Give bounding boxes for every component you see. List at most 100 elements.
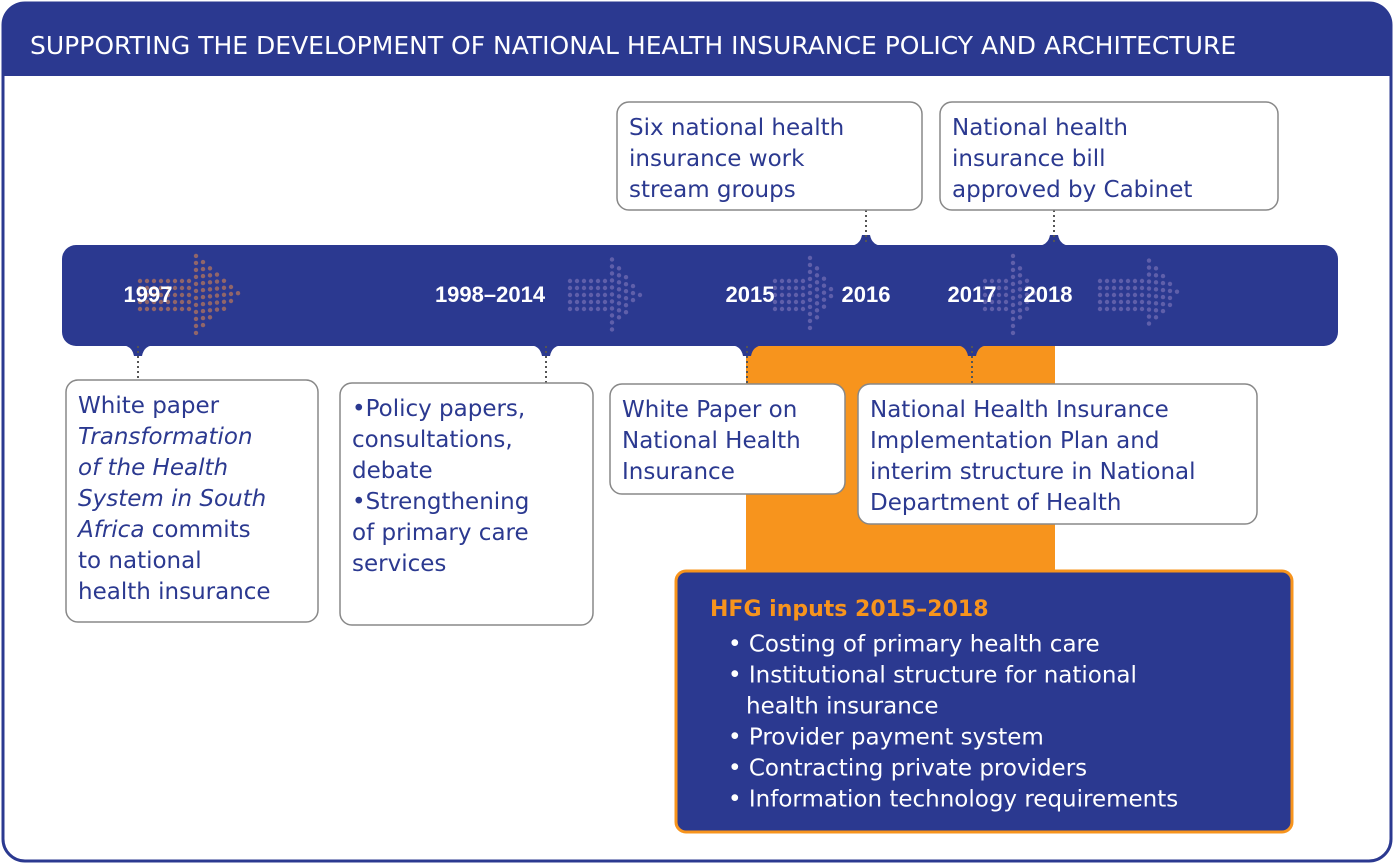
dot xyxy=(989,278,995,284)
dot xyxy=(567,285,573,291)
text-segment: White paper xyxy=(78,393,220,419)
dot xyxy=(1160,301,1166,307)
dot xyxy=(1010,295,1016,301)
dot xyxy=(807,276,813,282)
dot xyxy=(137,306,143,312)
text-box xyxy=(65,379,319,623)
dot xyxy=(630,283,636,289)
box-line: White Paper on xyxy=(622,397,797,423)
dot xyxy=(595,285,601,291)
dot xyxy=(996,299,1002,305)
dot xyxy=(1132,299,1138,305)
dot xyxy=(1010,253,1016,259)
text-segment: National Health Insurance xyxy=(870,397,1169,423)
text-segment: System in South xyxy=(78,486,266,512)
dot xyxy=(588,285,594,291)
dot xyxy=(602,292,608,298)
dot xyxy=(1139,278,1145,284)
dot xyxy=(982,306,988,312)
inputs-title: HFG inputs 2015–2018 xyxy=(710,597,989,622)
inputs-item: • Institutional structure for national xyxy=(728,663,1137,689)
year-label: 2018 xyxy=(1024,282,1073,307)
dot xyxy=(1104,306,1110,312)
text-segment: National health xyxy=(952,115,1128,141)
dot xyxy=(221,285,227,290)
dot xyxy=(1118,299,1124,305)
dot xyxy=(1146,272,1152,277)
dot xyxy=(151,278,157,284)
dot xyxy=(609,278,615,283)
dot xyxy=(144,292,150,298)
dot xyxy=(807,318,813,324)
dot xyxy=(228,284,234,290)
dot xyxy=(1160,280,1166,286)
dot xyxy=(609,257,615,262)
dot xyxy=(1111,292,1117,298)
dot xyxy=(623,310,629,315)
dot xyxy=(1146,300,1152,305)
dot xyxy=(609,327,615,332)
box-line: to national xyxy=(78,548,202,574)
box-line: Implementation Plan and xyxy=(870,428,1159,454)
text-segment: interim structure in National xyxy=(870,459,1196,485)
text-segment: Implementation Plan and xyxy=(870,428,1159,454)
dot xyxy=(200,259,206,265)
dot xyxy=(1146,293,1152,298)
dot xyxy=(1097,292,1103,298)
dot xyxy=(144,278,150,284)
band-notch xyxy=(120,345,156,356)
dot xyxy=(588,278,594,284)
text-segment: stream groups xyxy=(629,177,796,203)
dot xyxy=(630,290,636,296)
dot xyxy=(207,301,213,306)
box-line: White paper xyxy=(78,393,220,419)
dot xyxy=(800,285,806,291)
dot xyxy=(989,299,995,305)
dot xyxy=(1111,306,1117,312)
dot xyxy=(602,278,608,284)
dot xyxy=(200,266,206,272)
box-line: services xyxy=(352,551,446,577)
dot xyxy=(1003,285,1009,291)
box-line: of primary care xyxy=(352,520,529,546)
dot xyxy=(595,278,601,284)
dot xyxy=(616,273,622,278)
dot xyxy=(1118,278,1124,284)
dot xyxy=(165,285,171,291)
dot xyxy=(814,315,820,320)
dot xyxy=(609,299,615,304)
dot xyxy=(574,278,580,284)
dot xyxy=(807,297,813,303)
dot xyxy=(772,299,778,305)
dot xyxy=(1132,285,1138,291)
dot xyxy=(1153,294,1159,299)
text-box xyxy=(857,383,1258,525)
dot xyxy=(637,292,643,298)
dot xyxy=(1139,285,1145,291)
text-box xyxy=(939,101,1279,211)
box-line: Transformation xyxy=(78,424,253,450)
dot xyxy=(186,278,192,284)
dot xyxy=(207,315,213,320)
dot xyxy=(982,278,988,284)
dot xyxy=(207,308,213,313)
dot xyxy=(609,271,615,276)
text-box xyxy=(339,382,594,626)
dot xyxy=(567,292,573,298)
dot xyxy=(1160,287,1166,293)
text-box xyxy=(609,383,846,495)
dot xyxy=(989,306,995,312)
dot xyxy=(214,293,220,298)
dot xyxy=(588,292,594,298)
dot xyxy=(602,306,608,312)
dot xyxy=(821,304,827,309)
dot xyxy=(982,292,988,298)
dot xyxy=(616,294,622,299)
dot xyxy=(1097,299,1103,305)
dot xyxy=(200,308,206,314)
dot xyxy=(1010,288,1016,294)
dot xyxy=(200,273,206,279)
dot xyxy=(623,282,629,287)
dot xyxy=(1003,292,1009,298)
text-box xyxy=(616,101,923,211)
